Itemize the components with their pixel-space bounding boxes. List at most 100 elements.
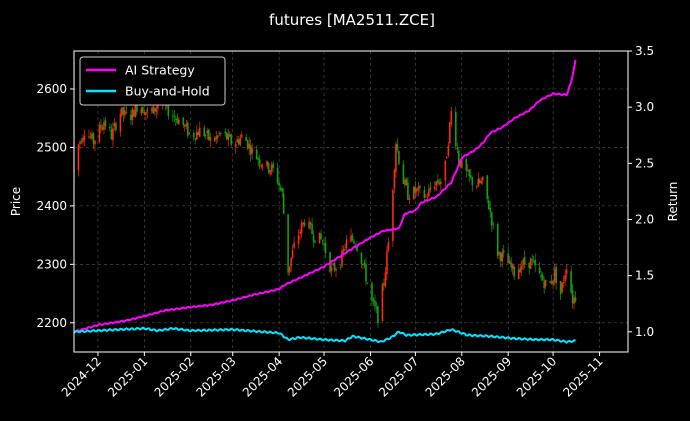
- candle-body: [94, 140, 96, 145]
- candle-body: [372, 299, 375, 302]
- candle-body: [261, 166, 264, 168]
- candle-body: [507, 253, 510, 264]
- candle-body: [434, 186, 436, 190]
- plot-frame: [73, 50, 629, 353]
- candle-body: [182, 117, 185, 126]
- candle-body: [267, 162, 270, 173]
- candle-body: [176, 118, 179, 124]
- candle-body: [240, 134, 243, 138]
- candle-body: [157, 105, 159, 109]
- candle-body: [239, 137, 241, 146]
- candle-body: [333, 262, 336, 270]
- candle-body: [88, 136, 90, 138]
- grid-lines: [74, 51, 628, 352]
- candle-body: [209, 137, 212, 142]
- candle-body: [299, 231, 301, 234]
- candle-body: [393, 169, 396, 190]
- candle-body: [297, 235, 300, 244]
- candle-body: [532, 261, 535, 262]
- candle-body: [125, 112, 128, 114]
- candle-body: [543, 280, 545, 289]
- legend: AI Strategy Buy-and-Hold: [79, 56, 226, 106]
- candle-body: [216, 135, 219, 138]
- candle-body: [255, 149, 258, 160]
- candle-body: [246, 140, 249, 149]
- candle-body: [143, 112, 146, 115]
- candle-body: [303, 222, 306, 226]
- candle-body: [387, 241, 390, 252]
- x-tick-label: 2025-06: [331, 354, 376, 399]
- candle-body: [172, 115, 174, 117]
- candle-body: [324, 242, 327, 254]
- candle-body: [227, 134, 230, 140]
- legend-label-ai-strategy: AI Strategy: [125, 63, 195, 78]
- candle-body: [203, 127, 206, 137]
- candle-body: [559, 281, 562, 295]
- candle-body: [405, 178, 408, 186]
- candle-body: [384, 272, 387, 287]
- candle-body: [365, 264, 367, 282]
- candle-body: [104, 120, 107, 127]
- candle-body: [513, 266, 516, 277]
- candle-body: [468, 169, 471, 177]
- candle-body: [565, 269, 568, 274]
- candle-body: [140, 108, 143, 114]
- candle-body: [323, 243, 325, 246]
- y2-tick-label: 3.0: [635, 100, 654, 114]
- candle-body: [293, 242, 295, 248]
- candle-body: [538, 267, 541, 273]
- candle-body: [133, 110, 135, 117]
- candle-body: [79, 142, 81, 145]
- candle-body: [145, 112, 147, 115]
- candle-body: [178, 119, 180, 125]
- candle-body: [339, 266, 342, 268]
- candle-body: [562, 281, 565, 283]
- candle-body: [570, 271, 572, 293]
- candle-body: [188, 132, 191, 134]
- candle-body: [419, 185, 421, 188]
- candle-body: [408, 198, 411, 200]
- candle-body: [321, 240, 324, 242]
- candle-body: [469, 175, 472, 178]
- candle-body: [194, 138, 197, 140]
- candle-body: [520, 266, 523, 270]
- candle-body: [444, 160, 447, 181]
- candle-body: [522, 259, 524, 266]
- y-tick-label: 2600: [36, 82, 67, 96]
- candle-body: [124, 110, 126, 116]
- x-tick-label: 2025-02: [152, 354, 197, 399]
- candle-body: [550, 281, 553, 284]
- candle-body: [335, 269, 337, 271]
- candle-body: [103, 122, 105, 130]
- candle-body: [121, 107, 123, 115]
- legend-box: [79, 56, 226, 106]
- candle-body: [288, 266, 291, 272]
- candle-body: [350, 235, 352, 242]
- candle-body: [501, 252, 504, 262]
- candle-body: [477, 179, 480, 187]
- candle-body: [236, 139, 239, 143]
- candle-body: [82, 137, 84, 142]
- candle-body: [447, 145, 450, 156]
- y2-axis-label: Return: [666, 182, 680, 222]
- candle-body: [475, 186, 478, 188]
- candle-body: [100, 124, 102, 129]
- candle-body: [218, 133, 221, 135]
- candle-body: [353, 241, 355, 244]
- candle-body: [511, 264, 514, 269]
- candle-body: [312, 235, 315, 242]
- candle-body: [142, 107, 144, 113]
- candle-body: [282, 193, 285, 214]
- candle-body: [490, 212, 493, 226]
- ai-strategy-line: [73, 59, 577, 334]
- candle-body: [486, 175, 489, 199]
- candle-body: [456, 147, 459, 150]
- candle-body: [573, 297, 575, 304]
- candle-body: [207, 129, 210, 140]
- y-tick-label: 2200: [36, 316, 67, 330]
- candle-body: [428, 189, 430, 197]
- candle-body: [287, 214, 289, 273]
- candle-body: [458, 150, 460, 163]
- x-tick-label: 2025-10: [514, 354, 559, 399]
